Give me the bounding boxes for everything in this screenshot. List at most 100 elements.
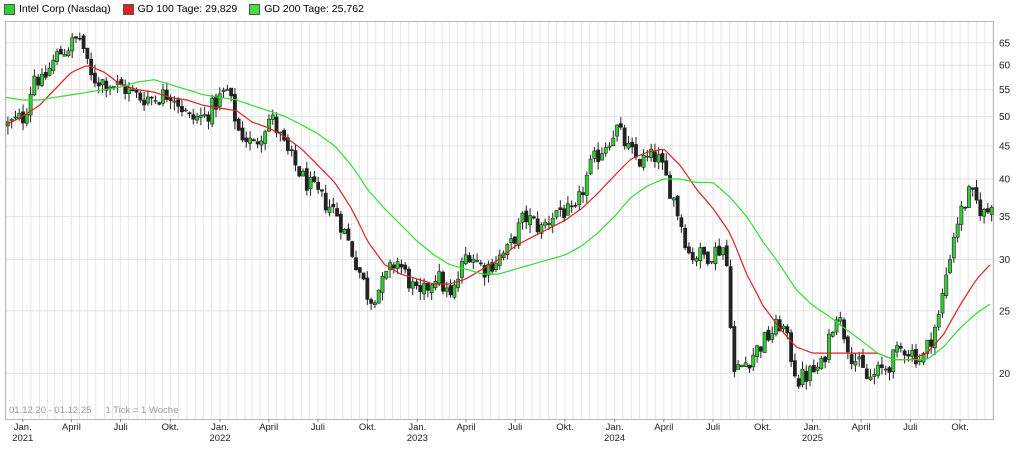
candle-body — [478, 262, 483, 265]
x-tick-label: April — [456, 422, 475, 433]
y-tick-label: 25 — [999, 306, 1011, 317]
y-tick-label: 45 — [999, 141, 1011, 152]
candle-body — [145, 96, 150, 104]
candle-body — [774, 318, 778, 335]
candle-body — [285, 137, 290, 151]
x-tick-label: April — [259, 422, 278, 433]
candle-body — [85, 47, 90, 59]
candle-body — [732, 326, 737, 372]
candle-body — [81, 35, 86, 50]
period-info: 01.12.20 - 01.12.25 1 Tick = 1 Woche — [9, 405, 192, 416]
legend-swatch-ma200 — [249, 3, 261, 15]
candle-body — [524, 210, 529, 223]
candle-body — [251, 139, 256, 142]
candle-body — [600, 153, 604, 161]
candle-body — [970, 187, 975, 190]
candle-body — [308, 177, 313, 190]
candle-body — [804, 370, 809, 382]
candle-body — [278, 131, 283, 134]
candle-body — [641, 154, 646, 168]
candle-body — [634, 144, 638, 158]
candle-body — [418, 285, 423, 293]
candle-body — [475, 259, 479, 263]
candle-body — [940, 293, 945, 314]
ma100-line — [5, 65, 991, 361]
candle-body — [422, 282, 426, 295]
candle-body — [985, 208, 990, 213]
legend-item-price: Intel Corp (Nasdaq) — [4, 3, 111, 15]
legend-label-price: Intel Corp (Nasdaq) — [19, 3, 111, 15]
candle-body — [369, 299, 374, 304]
candle-body — [656, 154, 661, 163]
candle-body — [978, 199, 983, 216]
candle-body — [505, 244, 510, 255]
candle-body — [77, 37, 82, 40]
candle-body — [267, 118, 271, 132]
candle-body — [414, 281, 419, 287]
candle-body — [172, 100, 177, 103]
candle-body — [618, 123, 623, 128]
candle-body — [649, 148, 654, 159]
candle-body — [425, 283, 430, 291]
x-tick-label: Juli — [508, 422, 522, 433]
x-tick-label: Juli — [311, 422, 325, 433]
candle-body — [24, 113, 29, 124]
candle-body — [429, 284, 434, 294]
candle-body — [845, 336, 850, 353]
candle-body — [705, 251, 710, 264]
candle-body — [301, 170, 305, 177]
candle-body — [607, 145, 612, 148]
candle-body — [456, 278, 461, 288]
legend-swatch-price — [4, 3, 15, 15]
candle-body — [584, 174, 589, 196]
candle-body — [645, 155, 650, 158]
candle-body — [967, 186, 971, 209]
candle-body — [743, 362, 748, 367]
candle-body — [441, 271, 445, 292]
candle-body — [74, 36, 78, 39]
candle-body — [13, 116, 18, 119]
candle-body — [316, 182, 321, 190]
candle-body — [569, 205, 574, 208]
candle-body — [588, 158, 593, 175]
candle-body — [513, 236, 517, 244]
candle-body — [100, 79, 105, 86]
candle-body — [486, 263, 491, 276]
candle-body — [959, 205, 964, 225]
candle-body — [55, 51, 59, 62]
candle-body — [925, 339, 930, 354]
y-tick-label: 60 — [999, 61, 1011, 72]
candle-body — [51, 59, 56, 71]
y-tick-label: 35 — [999, 212, 1011, 223]
candle-body — [304, 168, 309, 191]
x-tick-year: 2021 — [12, 433, 33, 444]
candle-body — [403, 264, 408, 270]
candle-body — [637, 159, 642, 167]
candle-body — [789, 332, 794, 362]
legend-swatch-ma100 — [122, 3, 134, 15]
candle-body — [214, 95, 218, 110]
candle-body — [565, 203, 570, 216]
legend-label-ma100: GD 100 Tage: 29,829 — [137, 3, 238, 15]
legend-item-ma200: GD 200 Tage: 25,762 — [249, 3, 364, 15]
candle-body — [664, 160, 669, 176]
candle-body — [471, 258, 476, 263]
candle-body — [721, 247, 725, 256]
candle-body — [28, 94, 33, 116]
candle-body — [906, 354, 911, 357]
candle-body — [785, 326, 790, 334]
candle-body — [233, 93, 237, 122]
candle-body — [270, 114, 275, 120]
candle-body — [827, 333, 831, 360]
candle-body — [134, 89, 139, 93]
candle-body — [93, 72, 97, 84]
candle-body — [982, 209, 986, 217]
candle-body — [838, 317, 843, 322]
candle-body — [543, 221, 548, 226]
candle-body — [448, 285, 453, 296]
candle-body — [550, 217, 555, 227]
x-tick-label: Okt. — [162, 422, 179, 433]
candle-body — [335, 208, 339, 217]
candle-body — [690, 252, 695, 261]
legend-label-ma200: GD 200 Tage: 25,762 — [264, 3, 364, 15]
